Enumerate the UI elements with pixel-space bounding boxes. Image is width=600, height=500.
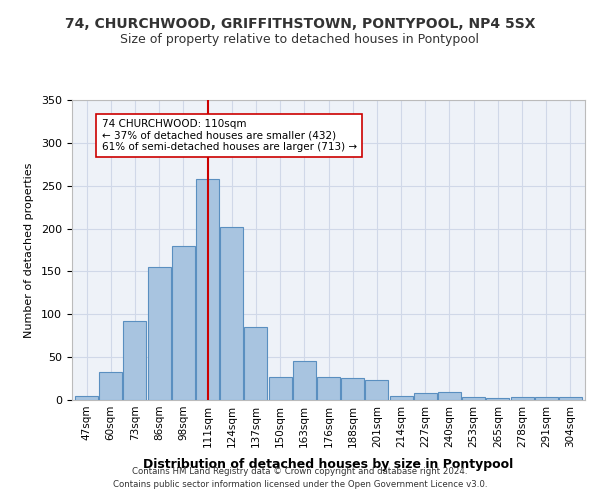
Bar xyxy=(559,398,582,400)
Bar xyxy=(389,396,413,400)
Text: Contains HM Land Registry data © Crown copyright and database right 2024.: Contains HM Land Registry data © Crown c… xyxy=(132,467,468,476)
Bar xyxy=(148,267,170,400)
Bar xyxy=(293,362,316,400)
Bar xyxy=(244,327,268,400)
Bar xyxy=(75,396,98,400)
Bar xyxy=(487,398,509,400)
Text: Size of property relative to detached houses in Pontypool: Size of property relative to detached ho… xyxy=(121,32,479,46)
Bar xyxy=(99,372,122,400)
Bar xyxy=(269,377,292,400)
Bar xyxy=(124,321,146,400)
Bar xyxy=(220,227,243,400)
Bar xyxy=(196,179,219,400)
Bar xyxy=(317,377,340,400)
Bar xyxy=(172,246,195,400)
Bar xyxy=(365,380,388,400)
Y-axis label: Number of detached properties: Number of detached properties xyxy=(24,162,34,338)
Bar xyxy=(414,393,437,400)
Bar xyxy=(462,398,485,400)
Bar xyxy=(341,378,364,400)
Bar xyxy=(438,392,461,400)
Text: Contains public sector information licensed under the Open Government Licence v3: Contains public sector information licen… xyxy=(113,480,487,489)
Text: 74, CHURCHWOOD, GRIFFITHSTOWN, PONTYPOOL, NP4 5SX: 74, CHURCHWOOD, GRIFFITHSTOWN, PONTYPOOL… xyxy=(65,18,535,32)
Text: 74 CHURCHWOOD: 110sqm
← 37% of detached houses are smaller (432)
61% of semi-det: 74 CHURCHWOOD: 110sqm ← 37% of detached … xyxy=(101,119,356,152)
X-axis label: Distribution of detached houses by size in Pontypool: Distribution of detached houses by size … xyxy=(143,458,514,471)
Bar xyxy=(511,396,533,400)
Bar xyxy=(535,398,558,400)
